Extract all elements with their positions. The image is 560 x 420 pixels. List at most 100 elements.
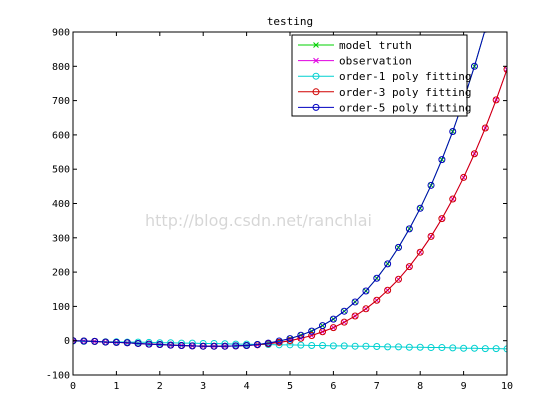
data-point	[340, 342, 348, 350]
data-point	[297, 341, 305, 349]
legend-box	[291, 34, 468, 117]
x-tick-label: 3	[200, 381, 206, 392]
data-point	[362, 287, 370, 295]
data-point	[308, 327, 316, 335]
data-point	[427, 181, 435, 189]
data-point	[395, 275, 402, 283]
legend-marker	[312, 103, 320, 111]
data-point	[167, 341, 175, 349]
data-point	[427, 344, 435, 352]
data-point	[156, 340, 164, 348]
data-point	[438, 156, 446, 164]
data-point	[275, 337, 283, 345]
data-point	[492, 345, 500, 353]
data-point	[167, 339, 175, 347]
data-point	[362, 342, 370, 350]
data-point	[405, 343, 413, 351]
data-point	[275, 341, 283, 349]
data-point	[351, 342, 359, 350]
data-point	[351, 298, 359, 306]
y-tick-label: 900	[52, 28, 70, 39]
x-tick-label: 4	[244, 381, 250, 392]
data-point	[405, 225, 413, 233]
y-tick-label: -100	[46, 371, 70, 382]
x-tick-label: 6	[330, 381, 336, 392]
y-tick-label: 800	[52, 62, 70, 73]
data-point	[460, 344, 468, 352]
data-point	[221, 340, 229, 348]
data-point	[351, 312, 359, 320]
data-point	[123, 339, 131, 347]
series-line	[73, 340, 507, 350]
y-tick-label: 100	[52, 302, 70, 313]
data-point	[319, 342, 327, 350]
x-tick-label: 2	[157, 381, 163, 392]
legend: model truth observation order-1 poly fitti…	[291, 34, 471, 117]
data-point	[384, 286, 392, 294]
data-point	[178, 342, 185, 350]
y-tick-label: 400	[52, 199, 70, 210]
data-point	[373, 343, 381, 351]
data-point	[395, 243, 402, 251]
legend-marker	[313, 57, 319, 64]
data-point	[503, 345, 507, 353]
data-point	[102, 338, 110, 346]
data-point	[73, 337, 76, 344]
chart-title: testing	[267, 15, 313, 28]
x-tick-label: 1	[113, 381, 119, 392]
data-point	[449, 195, 457, 203]
series-line	[73, 32, 486, 347]
data-point	[384, 343, 392, 351]
data-point	[264, 339, 272, 347]
watermark-text: http://blog.csdn.net/ranchlai	[145, 211, 372, 230]
legend-marker	[313, 42, 319, 48]
x-tick-label: 10	[501, 381, 513, 392]
data-point	[416, 248, 424, 256]
data-point	[319, 322, 327, 330]
data-point	[395, 343, 402, 351]
data-point	[329, 324, 337, 332]
data-point	[178, 339, 185, 347]
legend-label: order-3 poly fitting	[339, 86, 471, 99]
legend-entry: model truth	[298, 39, 412, 52]
data-point	[481, 124, 489, 132]
data-point	[340, 318, 348, 326]
y-tick-label: 200	[52, 268, 70, 279]
legend-entry: observation	[298, 55, 412, 68]
data-point	[145, 340, 153, 348]
y-tick-label: 600	[52, 130, 70, 141]
data-point	[405, 263, 413, 271]
data-point	[384, 260, 392, 268]
data-point	[416, 343, 424, 351]
data-point	[504, 66, 507, 73]
data-point	[503, 65, 507, 73]
data-point	[427, 232, 435, 240]
data-point	[112, 338, 120, 346]
data-point	[460, 173, 468, 181]
data-point	[329, 315, 337, 323]
data-point	[483, 32, 488, 33]
x-tick-label: 7	[374, 381, 380, 392]
data-point	[286, 335, 294, 343]
data-point	[199, 342, 207, 350]
data-point	[253, 340, 261, 348]
x-tick-label: 9	[461, 381, 467, 392]
data-point	[308, 342, 316, 350]
data-point	[340, 307, 348, 315]
data-point	[470, 62, 478, 70]
legend-label: order-1 poly fitting	[339, 70, 471, 83]
data-point	[492, 96, 500, 104]
data-point	[362, 305, 370, 313]
x-tick-label: 5	[287, 381, 293, 392]
y-tick-label: 300	[52, 233, 70, 244]
data-point	[329, 342, 337, 350]
legend-marker	[312, 72, 320, 80]
legend-label: order-5 poly fitting	[339, 101, 471, 114]
legend-label: model truth	[339, 39, 412, 52]
legend-entry: order-3 poly fitting	[298, 86, 471, 99]
data-point	[470, 150, 478, 158]
series-5	[73, 32, 488, 350]
data-point	[221, 342, 229, 350]
y-tick-label: 0	[64, 336, 70, 347]
